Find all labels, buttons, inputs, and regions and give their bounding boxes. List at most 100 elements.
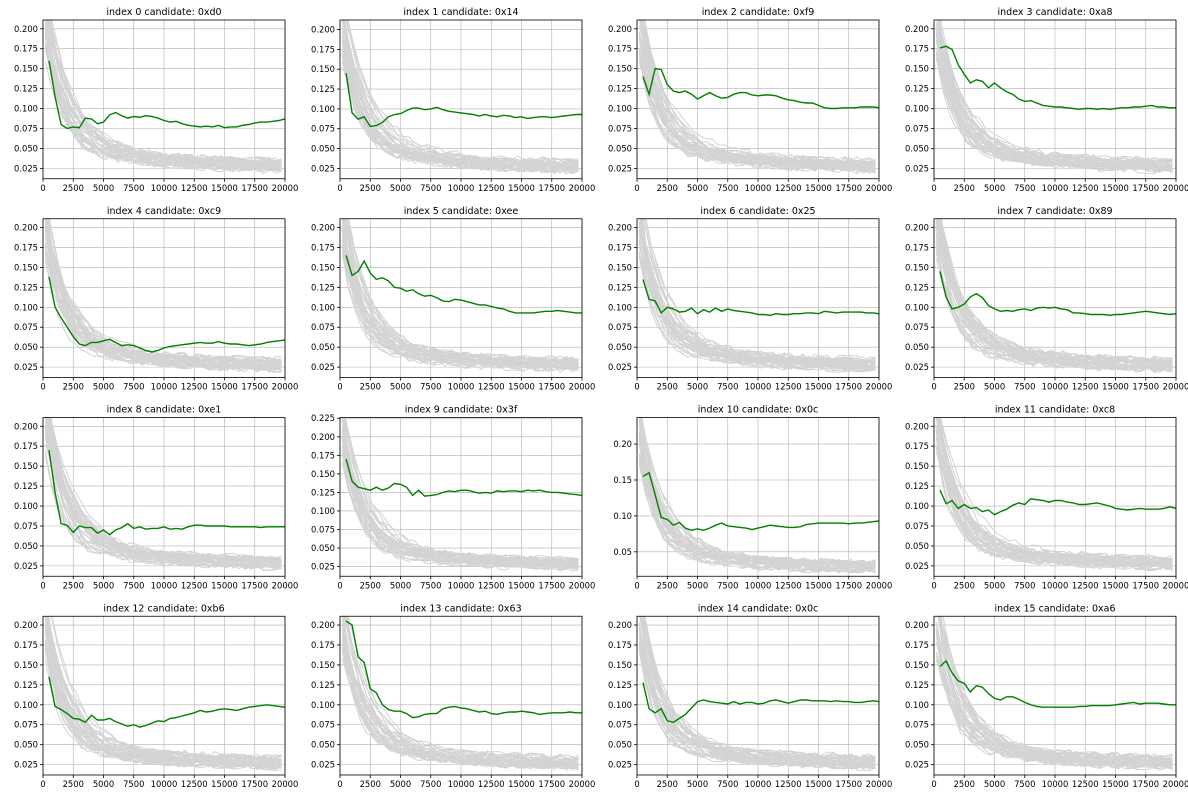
rank-curve	[341, 456, 579, 571]
rank-curve	[638, 47, 876, 173]
x-tick-label: 12500	[181, 183, 208, 193]
rank-curve	[47, 218, 282, 373]
rank-curve	[341, 220, 579, 369]
rank-curve	[641, 616, 876, 765]
rank-curve	[341, 252, 579, 372]
y-tick-label: 0.050	[14, 740, 38, 750]
rank-curve	[49, 20, 282, 167]
y-tick-label: 0.075	[14, 521, 38, 531]
x-tick-label: 7500	[420, 382, 441, 392]
rank-curve	[935, 21, 1173, 173]
y-tick-label: 0.050	[311, 342, 335, 352]
y-tick-label: 0.075	[14, 123, 38, 133]
rank-curve	[638, 31, 876, 172]
rank-curve	[638, 232, 876, 368]
x-tick-label: 7500	[1014, 779, 1035, 789]
candidate-line-0xe1	[48, 450, 285, 536]
rank-curve	[341, 628, 579, 770]
y-tick-label: 0.025	[608, 362, 632, 372]
rank-curve	[939, 218, 1173, 362]
x-tick-label: 0	[40, 183, 45, 193]
x-tick-label: 12500	[775, 580, 802, 590]
x-tick-label: 12500	[478, 382, 505, 392]
rank-curve	[341, 36, 579, 166]
rank-curve	[49, 417, 282, 566]
y-tick-label: 0.175	[311, 450, 335, 460]
rank-curve	[45, 616, 282, 766]
rank-curve	[638, 61, 876, 174]
rank-curve	[44, 641, 282, 768]
rank-curves	[638, 20, 876, 174]
rank-curve	[45, 20, 282, 170]
x-tick-label: 10000	[448, 779, 475, 789]
rank-curves	[44, 616, 282, 771]
y-tick-label: 0.025	[905, 362, 929, 372]
subplot-15: index 15 candidate: 0xa6 0 2500 5000 7500 100…	[905, 603, 1188, 789]
y-tick-label: 0.200	[14, 421, 38, 431]
rank-curves	[341, 218, 579, 373]
candidate-line-0x0c	[642, 471, 879, 532]
y-tick-label: 0.050	[905, 740, 929, 750]
x-tick-label: 10000	[1042, 183, 1069, 193]
x-tick-label: 20000	[1163, 779, 1188, 789]
y-tick-label: 0.200	[608, 620, 632, 630]
x-tick-label: 5000	[984, 382, 1005, 392]
y-tick-label: 0.200	[14, 223, 38, 233]
rank-curve	[46, 20, 282, 173]
rank-curve	[638, 641, 876, 768]
y-tick-label: 0.050	[608, 740, 632, 750]
x-tick-label: 15000	[805, 382, 832, 392]
x-tick-label: 0	[337, 779, 342, 789]
rank-curve	[341, 243, 579, 364]
y-tick-label: 0.075	[311, 322, 335, 332]
rank-curves	[935, 417, 1173, 572]
rank-curve	[938, 218, 1173, 372]
y-tick-label: 0.175	[311, 242, 335, 252]
subplot-13: index 13 candidate: 0x63 0 2500 5000 7500 100…	[311, 603, 596, 789]
candidate-line-0x14	[345, 73, 582, 128]
x-tick-label: 20000	[569, 779, 596, 789]
x-tick-label: 20000	[272, 779, 299, 789]
x-tick-label: 15000	[805, 580, 832, 590]
rank-curve	[44, 426, 282, 562]
rank-curve	[935, 33, 1173, 169]
candidate-line-0xee	[345, 255, 582, 314]
x-tick-label: 12500	[1072, 779, 1099, 789]
subplot-title: index 15 candidate: 0xa6	[994, 603, 1115, 614]
subplot-0: index 0 candidate: 0xd0 0 2500 5000 7500 1000…	[14, 7, 298, 193]
rank-curve	[44, 46, 282, 168]
rank-curve	[341, 239, 579, 366]
subplot-4: index 4 candidate: 0xc9 0 2500 5000 7500 1000…	[14, 206, 298, 392]
x-tick-label: 20000	[1163, 183, 1188, 193]
rank-curve	[638, 647, 876, 761]
x-tick-label: 17500	[835, 779, 862, 789]
subplot-5: index 5 candidate: 0xee 0 2500 5000 7500 1000…	[311, 206, 595, 392]
x-tick-label: 17500	[1132, 382, 1159, 392]
y-tick-label: 0.075	[905, 521, 929, 531]
rank-curve	[44, 647, 282, 770]
rank-curve	[935, 252, 1173, 369]
y-tick-label: 0.150	[608, 64, 632, 74]
rank-curve	[48, 417, 282, 565]
y-tick-label: 0.05	[613, 547, 632, 557]
rank-curve	[937, 20, 1173, 164]
rank-curve	[935, 652, 1173, 768]
rank-curve	[341, 26, 579, 167]
x-tick-label: 10000	[745, 580, 772, 590]
rank-curve	[343, 20, 579, 163]
y-tick-label: 0.175	[14, 242, 38, 252]
rank-curve	[341, 435, 579, 564]
rank-curve	[935, 34, 1173, 171]
y-tick-label: 0.150	[905, 64, 929, 74]
x-tick-label: 5000	[687, 779, 708, 789]
rank-curve	[341, 247, 579, 367]
x-tick-label: 10000	[151, 779, 178, 789]
rank-curve	[341, 619, 579, 768]
subplot-title: index 11 candidate: 0xc8	[995, 405, 1115, 416]
y-tick-label: 0.050	[14, 541, 38, 551]
subplot-title: index 14 candidate: 0x0c	[698, 603, 818, 614]
rank-curve	[341, 55, 579, 170]
y-tick-label: 0.025	[14, 760, 38, 770]
rank-curve	[51, 616, 282, 763]
rank-curve	[935, 428, 1173, 567]
